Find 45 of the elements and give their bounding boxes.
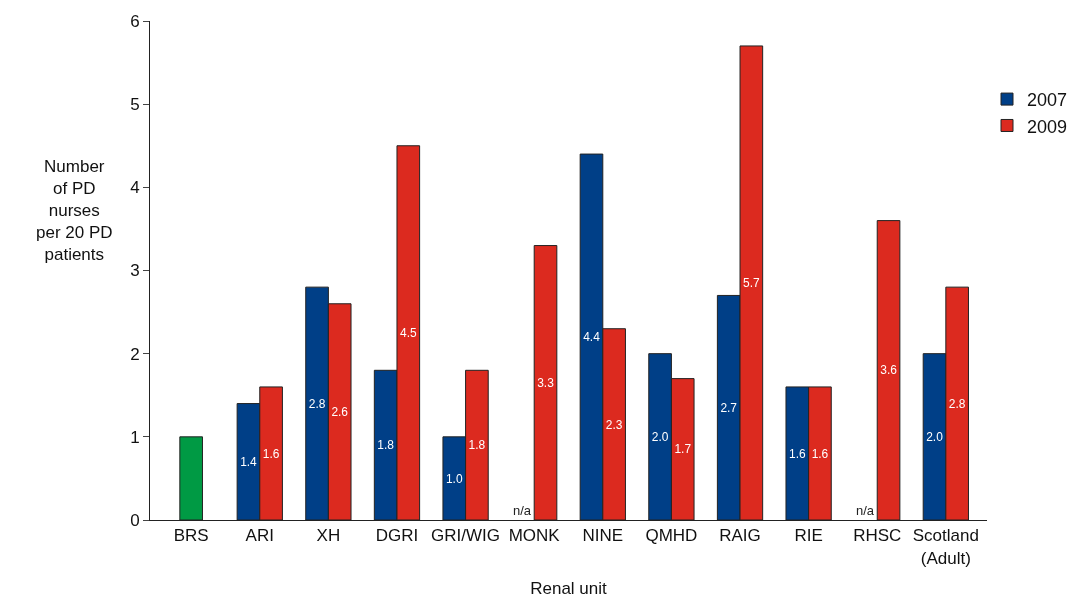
legend-label: 2007 — [1027, 90, 1068, 111]
x-tick-label: MONK — [508, 526, 561, 546]
y-tick-label: 2 — [130, 344, 140, 364]
y-tick-label: 1 — [130, 427, 140, 447]
x-tick-label: RIE — [794, 526, 823, 546]
x-tick-label: BRS — [173, 526, 209, 546]
data-label: 5.7 — [743, 276, 760, 291]
y-axis-title: Number of PD nurses per 20 PD patients — [36, 157, 113, 265]
data-label: 1.8 — [468, 438, 486, 453]
data-label: 1.6 — [262, 446, 280, 461]
data-label: 1.7 — [674, 442, 692, 457]
data-label: 4.5 — [399, 326, 417, 341]
data-label: 2.0 — [926, 429, 944, 444]
x-tick-label: RAIG — [719, 526, 761, 546]
x-tick-label: QMHD — [645, 526, 698, 546]
data-label: 3.6 — [880, 363, 898, 378]
data-label: 4.4 — [583, 330, 601, 345]
y-tick-label: 6 — [130, 11, 140, 31]
x-tick-label: DGRI — [375, 526, 419, 546]
data-label: 2.6 — [331, 405, 349, 420]
data-label: 1.4 — [240, 454, 258, 469]
x-tick-label: GRI/WIG — [431, 526, 501, 546]
data-label: 1.6 — [811, 446, 829, 461]
data-label: 1.6 — [788, 446, 806, 461]
data-label: 2.7 — [720, 400, 738, 415]
y-tick-label: 0 — [130, 510, 140, 530]
x-tick-label: Scotland (Adult) — [912, 526, 979, 568]
data-label: 2.8 — [948, 396, 966, 411]
text: n/a — [513, 503, 532, 518]
data-label: 2.3 — [605, 417, 623, 432]
x-axis-title: Renal unit — [530, 578, 608, 598]
data-label: 3.3 — [537, 375, 555, 390]
x-tick-label: NINE — [582, 526, 624, 546]
text: n/a — [856, 503, 875, 518]
data-label: 2.0 — [651, 429, 669, 444]
x-tick-label: ARI — [245, 526, 274, 546]
x-tick-label: RHSC — [853, 526, 902, 546]
x-tick-label: XH — [316, 526, 341, 546]
y-tick-label: 3 — [130, 261, 140, 281]
data-label: 1.8 — [377, 438, 395, 453]
data-label: 2.8 — [308, 396, 326, 411]
data-label: 1.0 — [445, 471, 463, 486]
legend-label: 2009 — [1027, 116, 1068, 137]
y-tick-label: 4 — [130, 178, 140, 198]
y-tick-label: 5 — [130, 95, 140, 115]
